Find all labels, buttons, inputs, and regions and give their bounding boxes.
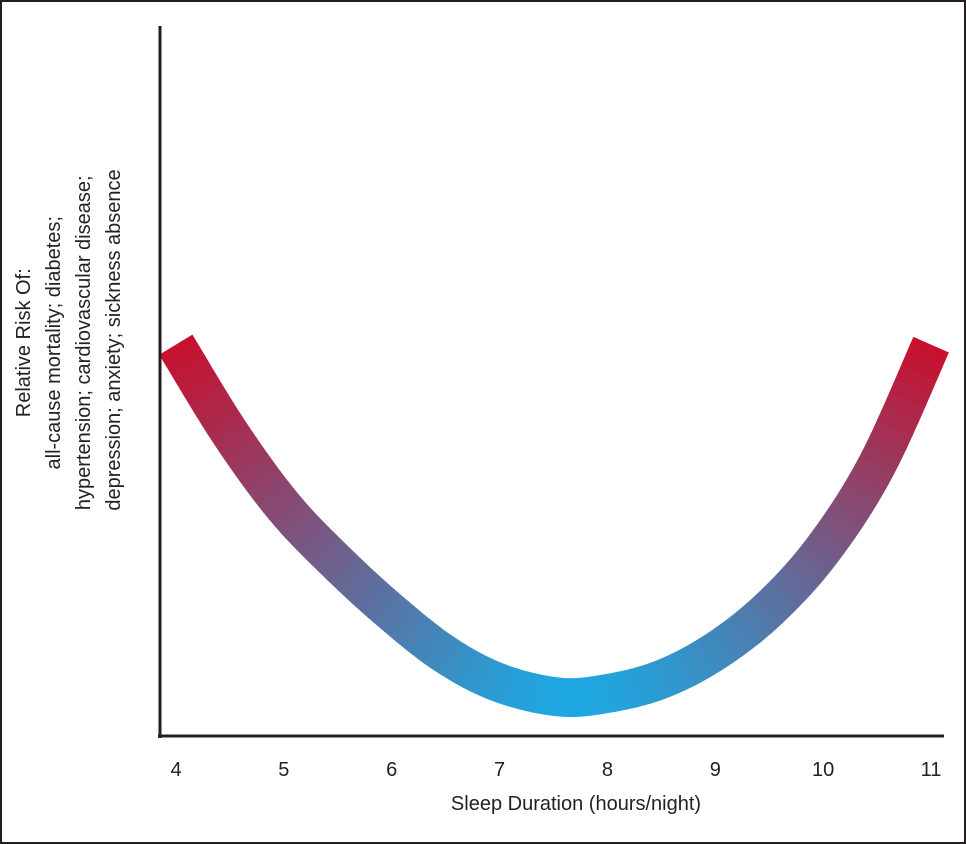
- x-tick-label: 10: [812, 759, 834, 781]
- x-tick-label: 6: [386, 759, 397, 781]
- risk-band-segment: [909, 336, 949, 361]
- y-axis-title-line-4: depression; anxiety; sickness absence: [103, 169, 125, 510]
- x-tick-label: 11: [921, 759, 942, 781]
- risk-curve-band: [159, 334, 949, 718]
- y-axis-title-line-1: Relative Risk Of:: [13, 268, 35, 417]
- y-axis-title: Relative Risk Of: all-cause mortality; d…: [13, 169, 125, 510]
- x-tick-label: 4: [170, 759, 181, 781]
- y-axis-title-line-2: all-cause mortality; diabetes;: [43, 216, 65, 469]
- x-tick-label: 8: [602, 759, 613, 781]
- x-axis-title: Sleep Duration (hours/night): [451, 793, 701, 815]
- x-tick-label: 5: [278, 759, 289, 781]
- x-tick-label: 9: [710, 759, 721, 781]
- x-tick-label: 7: [494, 759, 505, 781]
- y-axis-title-line-3: hypertension; cardiovascular disease;: [73, 175, 95, 510]
- x-tick-labels: 4 5 6 7 8 9 10 11: [170, 759, 941, 781]
